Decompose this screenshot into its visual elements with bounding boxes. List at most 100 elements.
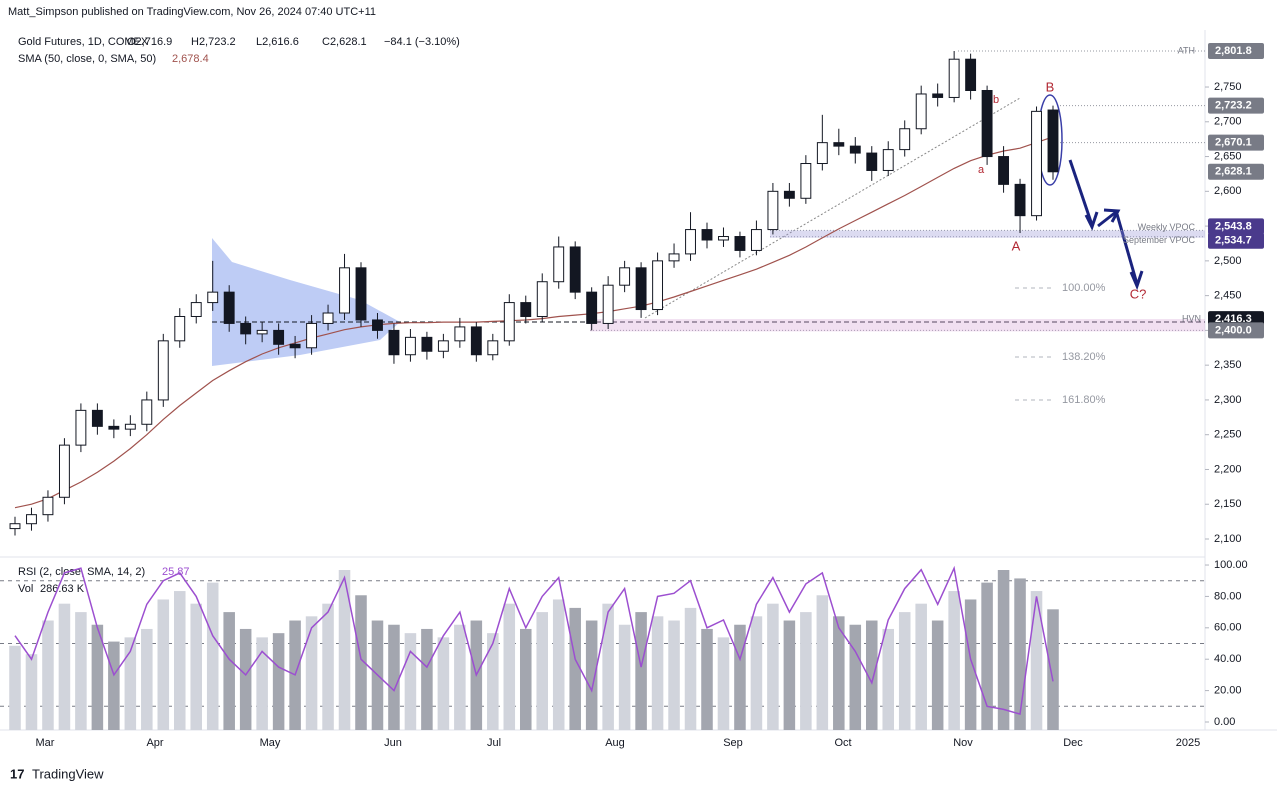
volume-bar [783,620,796,730]
candle-body [26,514,37,525]
candle-body [569,246,581,293]
vol-last: 286.63 K [40,583,85,595]
volume-bar [108,641,120,730]
candle-body [965,58,977,91]
y-tick-label: 2,250 [1214,429,1242,441]
sma-last: 2,678.4 [172,53,209,65]
wave-label: b [993,94,999,106]
candle-body [306,322,318,349]
fib-label: 138.20% [1062,351,1106,363]
volume-bar [618,624,631,730]
wave-label: a [978,164,985,176]
price-label: 2,534.7 [1215,235,1252,247]
sma-name: SMA (50, close, 0, SMA, 50) [18,53,156,65]
y-tick-label: 2,650 [1214,150,1242,162]
candle-body [355,267,367,321]
candle-body [454,326,466,342]
volume-bar [635,612,647,730]
price-note: ATH [1178,45,1195,55]
volume-bar [239,628,252,730]
candle-body [536,281,548,317]
price-label-box [1208,322,1264,339]
price-label-box [1208,43,1264,59]
candle-body [42,496,54,516]
volume-bar [948,591,960,730]
projection-arrows [1068,159,1144,291]
candle-body [207,291,219,304]
volume-bar [1014,578,1026,730]
volume-bar [585,620,598,730]
volume-bar [206,582,219,730]
candle-body [520,302,532,317]
volume-bar [668,620,680,730]
candle-body [470,326,482,356]
y-tick-label: 2,500 [1214,255,1242,267]
ohlc-value: O2,716.9 [127,36,172,48]
candle-body [256,329,268,335]
candle-body [899,128,911,151]
volume-bar [651,616,664,730]
x-tick-label: May [260,737,281,749]
volume-bar [602,603,614,730]
chart-title: Gold Futures, 1D, COMEX [18,36,149,48]
price-label: 2,416.3 [1215,313,1252,325]
fib-label: 100.00% [1062,282,1106,294]
candle-body [372,319,383,331]
volume-bar [388,624,400,730]
volume-bar [717,637,730,730]
volume-bar [898,612,911,730]
trendline [644,97,1021,319]
candle-body [404,336,416,356]
candle-body [668,253,680,262]
volume-bar [536,612,549,730]
candle-body [800,163,812,199]
volume-bar [223,612,235,730]
rsi-tick-label: 100.00 [1214,559,1248,571]
volume-bar [684,607,697,730]
x-tick-label: Apr [146,737,163,749]
rsi-tick-label: 60.00 [1214,622,1242,634]
wave-label: C? [1130,286,1147,301]
volume-bar [437,637,450,730]
candle-body [503,302,515,342]
footer: TradingView [32,766,104,781]
candle-body [652,260,664,311]
volume-bar [256,637,268,730]
candle-body [58,444,70,498]
volume-bar [833,616,845,730]
rsi-tick-label: 40.00 [1214,653,1242,665]
y-tick-label: 2,350 [1214,359,1242,371]
candle-body [289,343,301,349]
rsi-tick-label: 80.00 [1214,590,1242,602]
rsi-tick-label: 20.00 [1214,685,1242,697]
volume-bar [454,624,466,730]
candle-body [108,425,120,430]
candle-body [437,340,449,352]
volume-bar [404,633,417,730]
price-label: 2,543.8 [1215,220,1252,232]
ohlc-value: H2,723.2 [191,36,236,48]
volume-bar [964,599,977,730]
candle-body [339,267,350,314]
fib-levels: 100.00% 138.20% 161.80% [1015,282,1106,406]
y-tick-label: 2,150 [1214,498,1242,510]
volume-bar [865,620,878,730]
candle-body [833,142,845,147]
candle-body [866,152,878,171]
rsi-line [14,565,1054,716]
candle-body [124,423,136,430]
candle-body [915,93,927,130]
candle-body [932,93,944,98]
candle-body [948,58,960,98]
volume-bar [1030,591,1043,730]
volume-bar [338,570,351,730]
candle-body [421,336,433,352]
price-label-box [1208,232,1264,249]
candle-body [273,329,285,345]
volume-bar [849,624,862,730]
volume-bar [997,570,1010,730]
volume-bar [9,645,21,730]
volume-bar [91,624,104,730]
wave-label: B [1046,79,1055,94]
